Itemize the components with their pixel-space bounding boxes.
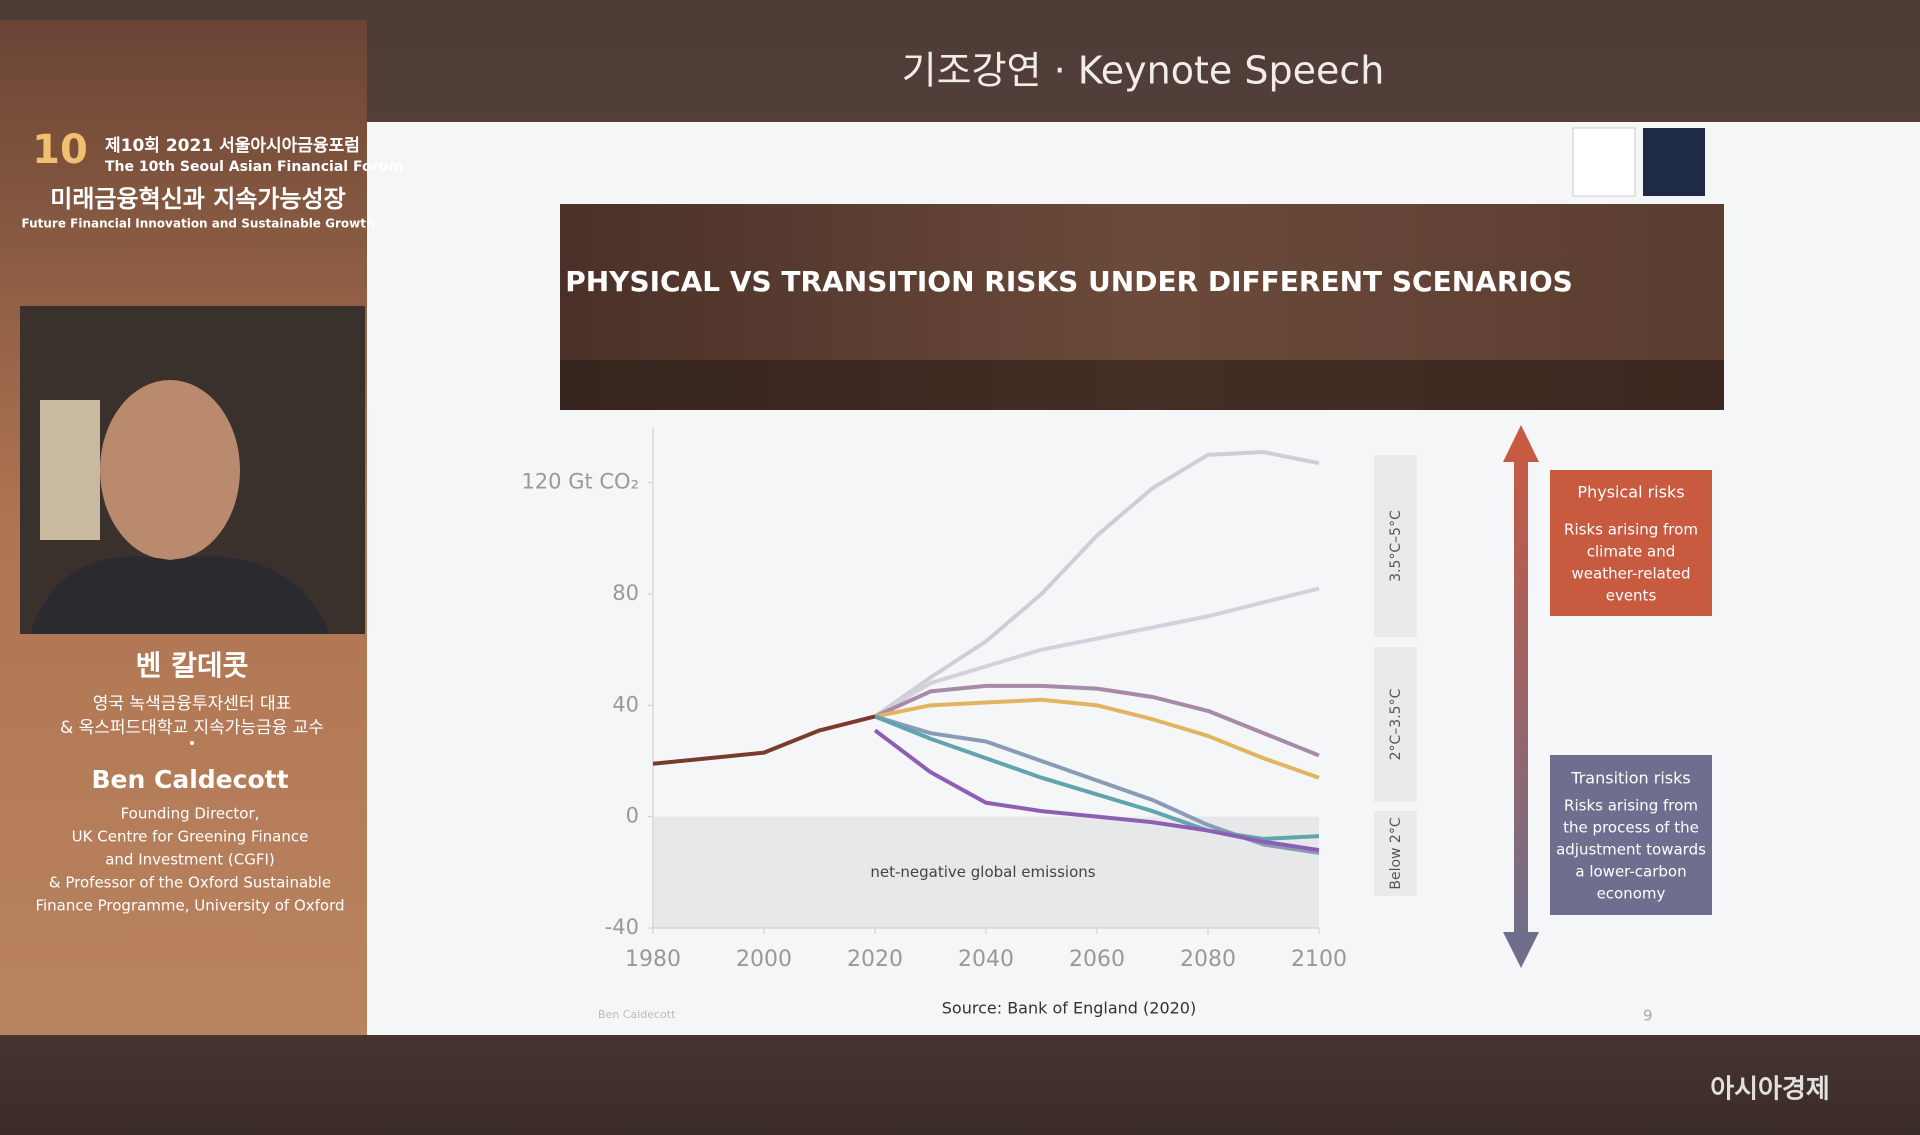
transition-box — [1550, 755, 1712, 915]
slide-title: PHYSICAL VS TRANSITION RISKS UNDER DIFFE… — [565, 265, 1573, 298]
arrow-head-down — [1503, 932, 1539, 968]
y-tick-label: 120 Gt CO₂ — [521, 470, 639, 494]
page-number: 9 — [1643, 1007, 1653, 1025]
source: Source: Bank of England (2020) — [942, 999, 1196, 1018]
speaker-suit — [30, 556, 330, 634]
risk-arrow — [1514, 450, 1528, 945]
physical-text: Risks arising from — [1564, 521, 1698, 539]
band-label: 3.5°C–5°C — [1388, 510, 1404, 582]
header-title: 기조강연 · Keynote Speech — [902, 49, 1385, 93]
physical-text: events — [1606, 587, 1657, 605]
physical-text: climate and — [1587, 543, 1675, 561]
transition-text: adjustment towards — [1556, 841, 1706, 859]
band — [1374, 647, 1417, 802]
forum-logo: 10 — [32, 127, 88, 173]
separator: • — [188, 736, 196, 752]
speaker-name-ko: 벤 칼데콧 — [136, 649, 249, 682]
forum-theme: 미래금융혁신과 지속가능성장 — [50, 185, 345, 213]
band — [1374, 455, 1417, 637]
speaker-title: UK Centre for Greening Finance — [72, 828, 309, 846]
x-tick-label: 2060 — [1069, 947, 1125, 972]
speaker-title: and Investment (CGFI) — [105, 851, 275, 869]
arrow-head-up — [1503, 425, 1539, 462]
band — [1374, 811, 1417, 896]
speaker-title-ko: & 옥스퍼드대학교 지속가능금융 교수 — [60, 718, 324, 738]
series-line — [873, 586, 1320, 719]
x-tick-label: 2100 — [1291, 947, 1347, 972]
banner-lights — [560, 360, 1724, 410]
series-line — [873, 728, 1320, 853]
transition-title: Transition risks — [1570, 769, 1690, 788]
speaker-name: Ben Caldecott — [91, 765, 288, 794]
x-tick-label: 2080 — [1180, 947, 1236, 972]
transition-text: economy — [1597, 885, 1666, 903]
forum-theme-en: Future Financial Innovation and Sustaina… — [21, 217, 374, 231]
author: Ben Caldecott — [598, 1008, 676, 1021]
y-tick-label: 0 — [626, 804, 639, 828]
y-tick-label: 80 — [612, 581, 639, 605]
physical-box — [1550, 470, 1712, 616]
x-tick-label: 2020 — [847, 947, 903, 972]
band-label: Below 2°C — [1388, 817, 1404, 889]
y-tick-label: -40 — [605, 915, 639, 939]
forum-edition-en: The 10th Seoul Asian Financial Forum — [105, 159, 403, 175]
series-line — [874, 683, 1320, 758]
x-tick-label: 1980 — [625, 947, 681, 972]
series-line — [652, 714, 876, 766]
speaker-title: & Professor of the Oxford Sustainable — [49, 874, 331, 892]
x-tick-label: 2000 — [736, 947, 792, 972]
speaker-title-ko: 영국 녹색금융투자센터 대표 — [93, 694, 292, 714]
speaker-title: Finance Programme, University of Oxford — [35, 897, 344, 915]
net-negative-region — [653, 816, 1319, 928]
oxford-logo — [1643, 128, 1705, 196]
y-tick-label: 40 — [612, 692, 639, 716]
physical-text: weather-related — [1572, 565, 1691, 583]
forum-edition: 제10회 2021 서울아시아금융포럼 — [105, 136, 360, 156]
band-label: 2°C–3.5°C — [1388, 688, 1404, 760]
wall — [40, 400, 100, 540]
series-line — [874, 697, 1320, 780]
physical-title: Physical risks — [1577, 483, 1684, 502]
watermark: 아시아경제 — [1710, 1075, 1830, 1105]
x-tick-label: 2040 — [958, 947, 1014, 972]
transition-text: a lower-carbon — [1575, 863, 1686, 881]
speaker-face — [100, 380, 240, 560]
speaker-title: Founding Director, — [121, 805, 260, 823]
transition-text: Risks arising from — [1564, 797, 1698, 815]
annotation: net-negative global emissions — [870, 863, 1095, 881]
series-line — [873, 450, 1320, 719]
transition-text: the process of the — [1563, 819, 1699, 837]
sfp-logo — [1572, 127, 1636, 197]
